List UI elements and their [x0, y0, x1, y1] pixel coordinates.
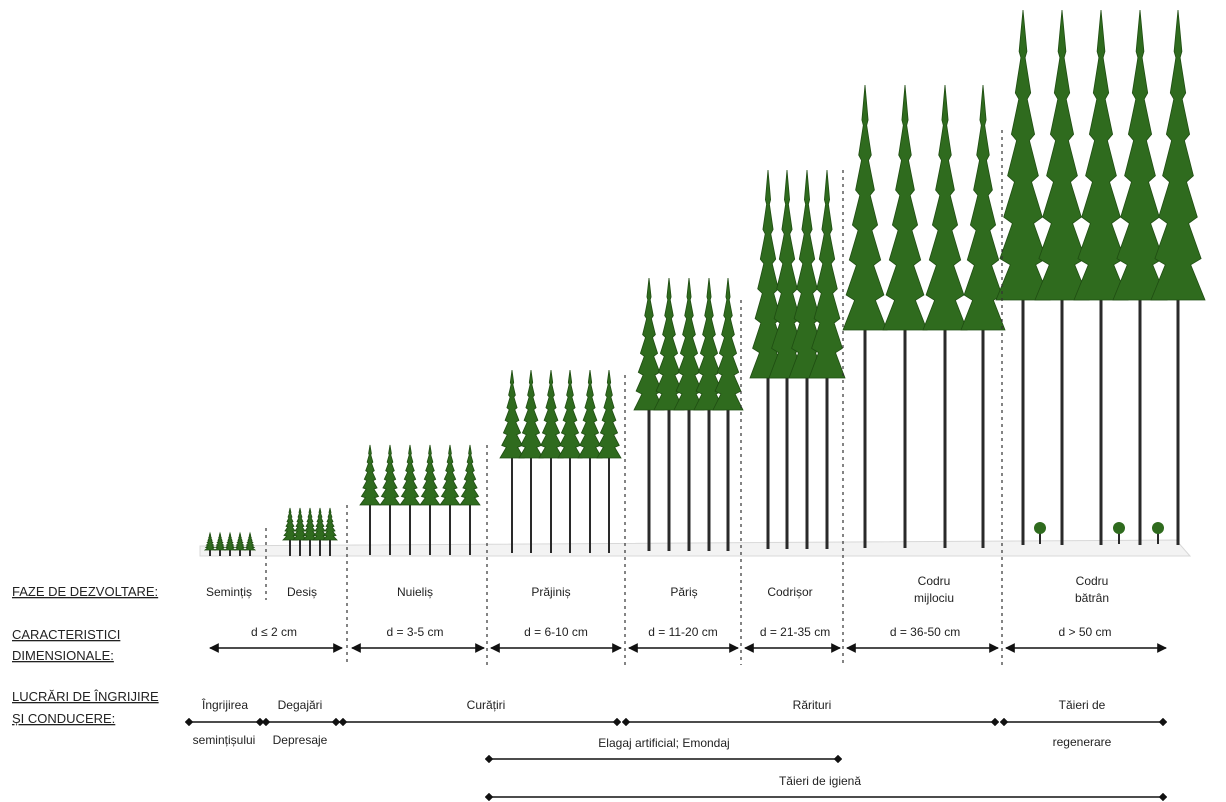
sapling [1152, 522, 1164, 544]
tree [693, 277, 725, 551]
tree [1034, 9, 1090, 545]
row-label-phases: FAZE DE DEZVOLTARE: [12, 584, 158, 599]
tree [518, 369, 544, 553]
phase-label: Codru [1076, 574, 1109, 588]
diameter-label: d = 11-20 cm [648, 625, 717, 639]
tree [233, 531, 247, 556]
tree [995, 9, 1051, 545]
tree [922, 84, 968, 548]
tree [712, 277, 744, 551]
work-label: Depresaje [273, 733, 328, 747]
tree [322, 507, 338, 556]
tree [302, 507, 318, 556]
tree [359, 444, 381, 555]
tree [673, 277, 705, 551]
tree [312, 507, 328, 556]
diameter-label: d = 3-5 cm [386, 625, 443, 639]
phase-label: Nuieliș [397, 585, 433, 599]
diameter-label: d > 50 cm [1058, 625, 1111, 639]
tree [1150, 9, 1206, 545]
work-label: Elagaj artificial; Emondaj [598, 736, 729, 750]
tree [882, 84, 928, 548]
diameter-label: d = 6-10 cm [524, 625, 588, 639]
work-label: Curățiri [467, 698, 506, 712]
work-label: Rărituri [793, 698, 832, 712]
tree [768, 169, 806, 549]
phase-label-line2: mijlociu [914, 591, 954, 605]
diameter-label: d ≤ 2 cm [251, 625, 297, 639]
row-label-dimensional-1: CARACTERISTICI [12, 627, 120, 642]
tree [439, 444, 461, 555]
tree [223, 531, 237, 556]
work-label: Tăieri de igienă [779, 774, 861, 788]
tree [203, 531, 217, 556]
tree [459, 444, 481, 555]
tree-illustrations [203, 9, 1206, 556]
tree [292, 507, 308, 556]
tree [788, 169, 826, 549]
tree [282, 507, 298, 556]
row-label-dimensional-2: DIMENSIONALE: [12, 648, 114, 663]
tree [399, 444, 421, 555]
tree [538, 369, 564, 553]
tree [577, 369, 603, 553]
ground-plane [199, 539, 1192, 557]
tree [749, 169, 787, 549]
phase-label: Prăjiniș [531, 585, 570, 599]
sapling [1113, 522, 1125, 544]
diameter-label: d = 21-35 cm [760, 625, 830, 639]
phase-label-line2: bătrân [1075, 591, 1109, 605]
phase-label: Desiș [287, 585, 317, 599]
tree [1112, 9, 1168, 545]
phase-label: Semințiș [206, 585, 252, 599]
tree [213, 531, 227, 556]
tree [653, 277, 685, 551]
tree [842, 84, 888, 548]
tree [243, 531, 257, 556]
tree [633, 277, 665, 551]
works-lines [184, 717, 1168, 802]
tree [419, 444, 441, 555]
tree [808, 169, 846, 549]
phase-label: Codrișor [767, 585, 812, 599]
work-label: semințișului [193, 733, 256, 747]
work-label: Degajări [278, 698, 323, 712]
work-label: regenerare [1053, 735, 1112, 749]
row-label-works-2: ȘI CONDUCERE: [12, 711, 115, 726]
phase-label: Păriș [670, 585, 697, 599]
phase-label: Codru [918, 574, 951, 588]
tree [557, 369, 583, 553]
work-label: Tăieri de [1059, 698, 1106, 712]
sapling [1034, 522, 1046, 544]
tree [960, 84, 1006, 548]
phase-separators [265, 130, 1003, 665]
tree [379, 444, 401, 555]
tree [499, 369, 525, 553]
work-label: Îngrijirea [201, 697, 248, 712]
tree [1073, 9, 1129, 545]
row-label-works-1: LUCRĂRI DE ÎNGRIJIRE [12, 689, 159, 704]
tree [596, 369, 622, 553]
diameter-label: d = 36-50 cm [890, 625, 960, 639]
